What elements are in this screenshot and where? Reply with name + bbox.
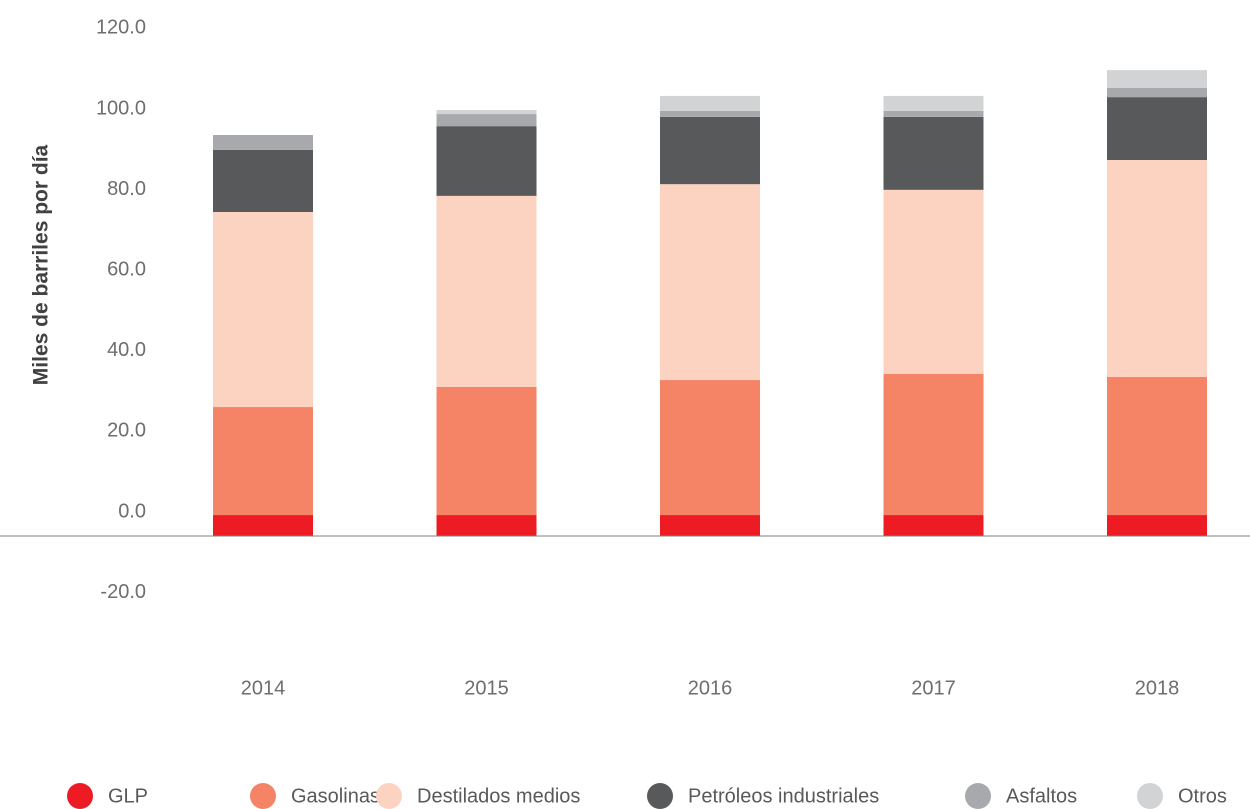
bar-segment [1107,160,1207,377]
bar-segment [213,211,313,408]
bar-segment [1107,87,1207,98]
x-tick-label: 2016 [688,677,733,699]
bar-segment [1107,97,1207,161]
bar-segment [883,515,984,536]
bar-segment [213,515,313,536]
bar-segment [213,135,313,150]
bar-segment [883,189,984,374]
bar-segment [883,110,984,117]
x-tick-label: 2017 [911,677,956,699]
bar-segment [660,184,760,381]
legend-label: Otros [1178,785,1227,807]
y-tick-label: 120.0 [96,17,146,39]
bar-segment [660,380,760,516]
y-tick-label: 20.0 [107,420,146,442]
legend-label: GLP [108,785,148,807]
bar-segment [1107,515,1207,536]
bar-segment [883,95,984,111]
legend-label: Asfaltos [1006,785,1077,807]
bar-segment [436,114,537,127]
bar-segment [213,407,313,516]
y-tick-label: -20.0 [100,581,146,603]
bar-segment [436,110,537,115]
bar-segment [883,116,984,190]
legend-marker [67,783,93,809]
y-tick-label: 80.0 [107,178,146,200]
bar-segment [1107,376,1207,516]
bar-segment [660,110,760,117]
x-tick-label: 2018 [1135,677,1180,699]
legend-label: Petróleos industriales [688,785,879,807]
legend-marker [965,783,991,809]
y-axis-title: Miles de barriles por día [30,144,53,385]
legend-marker [250,783,276,809]
bar-segment [436,195,537,387]
legend-label: Gasolinas [291,785,380,807]
y-tick-label: 40.0 [107,339,146,361]
bar-segment [436,126,537,196]
legend-marker [1137,783,1163,809]
bar-segment [436,386,537,516]
bar-segment [883,373,984,516]
bar-segment [1107,70,1207,88]
y-tick-label: 100.0 [96,97,146,119]
bar-segment [660,515,760,536]
y-tick-label: 60.0 [107,258,146,280]
bar-segment [660,116,760,185]
bar-segment [213,149,313,212]
x-tick-label: 2015 [464,677,509,699]
legend-marker [647,783,673,809]
legend-label: Destilados medios [417,785,580,807]
bar-segment [660,95,760,111]
x-tick-label: 2014 [241,677,286,699]
bar-segment [436,515,537,536]
y-tick-label: 0.0 [118,500,146,522]
legend-marker [376,783,402,809]
